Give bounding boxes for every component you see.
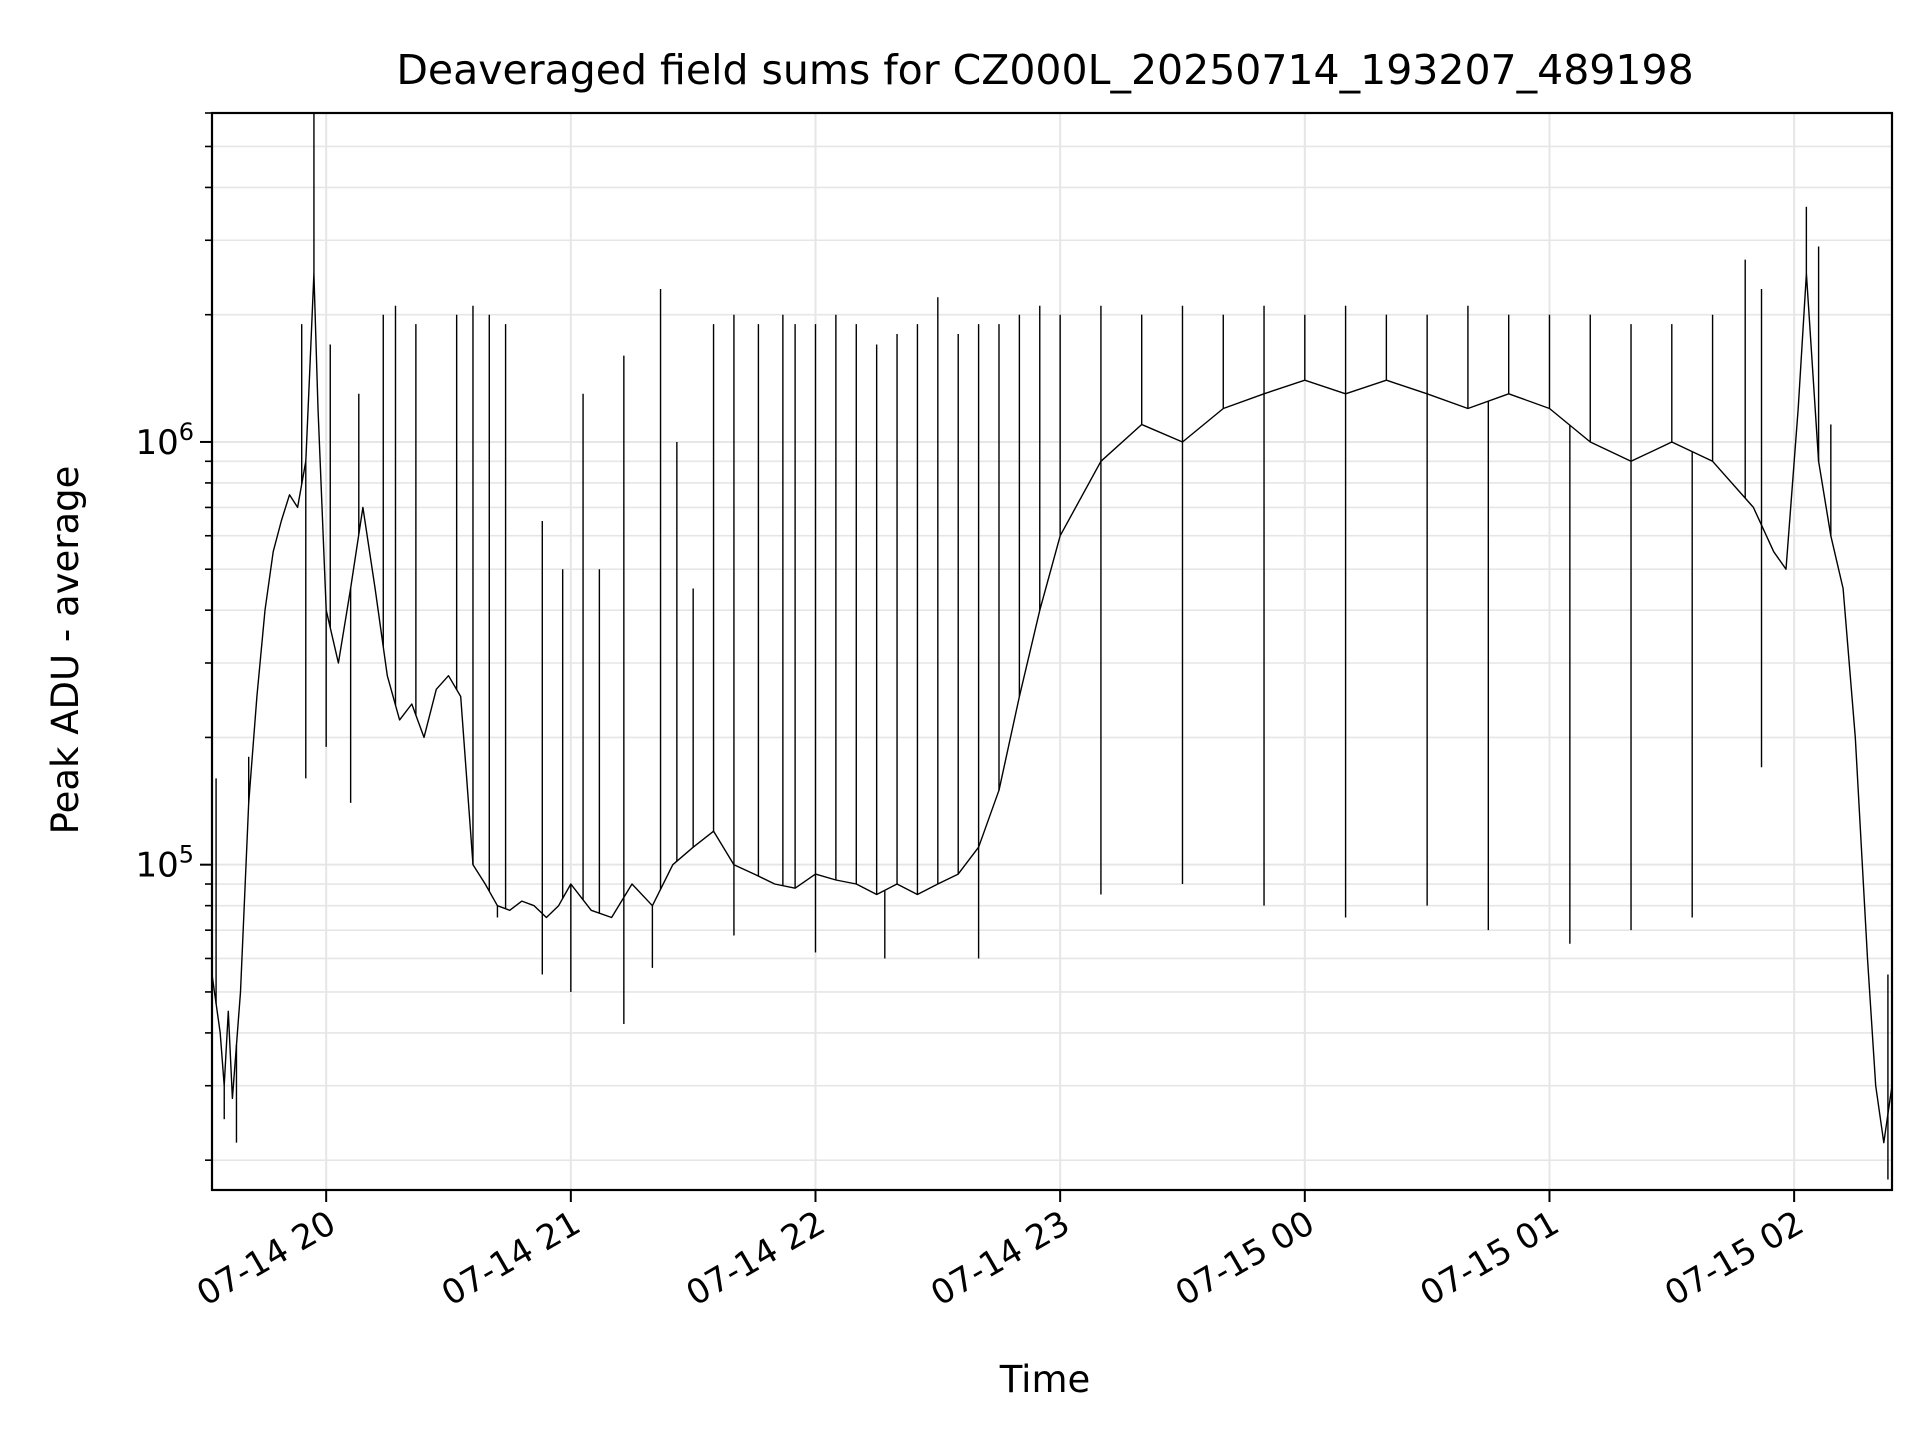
x-axis-label: Time (999, 1358, 1091, 1401)
y-tick-label: 106 (135, 418, 194, 463)
x-tick-label: 07-15 02 (1658, 1203, 1810, 1314)
x-tick-label: 07-15 00 (1169, 1203, 1321, 1314)
y-axis-label: Peak ADU - average (44, 466, 87, 835)
chart-title: Deaveraged field sums for CZ000L_2025071… (396, 46, 1693, 94)
x-tick-label: 07-14 21 (435, 1203, 587, 1314)
y-tick-label: 105 (135, 841, 194, 886)
x-tick-label: 07-14 20 (190, 1203, 342, 1314)
x-tick-label: 07-15 01 (1414, 1203, 1566, 1314)
plot-frame (210, 111, 1894, 1192)
series-line (211, 273, 1893, 1144)
x-tick-label: 07-14 23 (924, 1203, 1076, 1314)
grid (212, 112, 1892, 1190)
y-axis: 105 106 (135, 112, 212, 1161)
x-axis: 07-14 20 07-14 21 07-14 22 07-14 23 07-15 00… (190, 1190, 1811, 1314)
plot-area (211, 113, 1893, 1180)
x-tick-label: 07-14 22 (680, 1203, 832, 1314)
